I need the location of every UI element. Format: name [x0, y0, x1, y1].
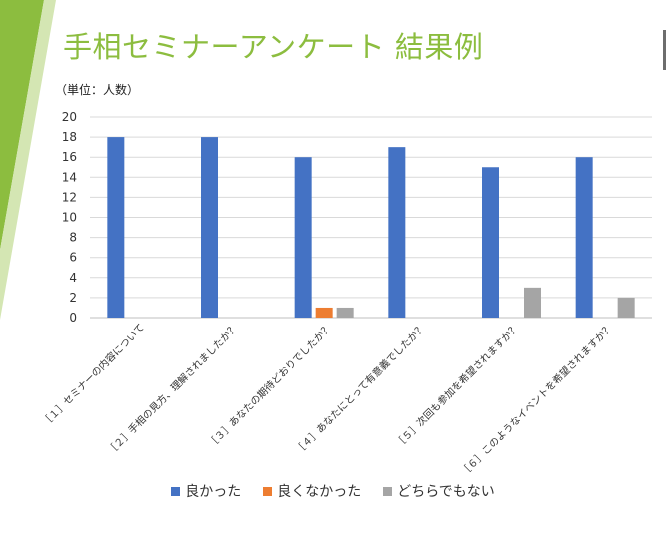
slide-title: 手相セミナーアンケート 結果例: [63, 30, 484, 64]
bar: [107, 137, 125, 318]
bar: [482, 167, 499, 318]
y-tick-label: 0: [69, 311, 77, 325]
bar: [336, 307, 354, 318]
legend-swatch: [171, 486, 181, 496]
legend-label: 良かった: [185, 484, 242, 500]
y-tick-label: 14: [62, 170, 77, 184]
y-tick-label: 16: [62, 150, 77, 164]
category-label: ［６］このようなイベントを希望されますか？: [458, 321, 616, 479]
bar: [617, 297, 635, 318]
slide-edge-marker: [663, 30, 666, 70]
bar: [524, 287, 541, 318]
bar: [294, 157, 312, 318]
legend-label: 良くなかった: [277, 484, 362, 500]
chart-legend: 良かった 良くなかった どちらでもない: [0, 481, 666, 501]
legend-item: 良かった: [171, 481, 241, 501]
legend-item: 良くなかった: [263, 481, 361, 501]
legend-item: どちらでもない: [383, 481, 495, 501]
legend-label: どちらでもない: [397, 484, 495, 500]
y-tick-label: 4: [69, 271, 77, 285]
unit-label: （単位：人数）: [55, 83, 140, 97]
category-label: ［１］セミナーの内容について: [39, 321, 147, 429]
legend-swatch: [263, 486, 273, 496]
y-tick-label: 2: [69, 291, 77, 305]
bar: [388, 147, 406, 318]
y-tick-label: 20: [62, 110, 77, 124]
y-tick-label: 8: [69, 231, 77, 245]
bar: [315, 307, 333, 318]
green-corner-decoration: [0, 0, 56, 320]
bar: [575, 157, 593, 318]
legend-swatch: [383, 486, 393, 496]
y-tick-label: 12: [62, 190, 77, 204]
y-tick-label: 10: [62, 211, 77, 225]
bar: [201, 137, 218, 318]
y-tick-label: 18: [62, 130, 77, 144]
y-tick-label: 6: [69, 251, 77, 265]
